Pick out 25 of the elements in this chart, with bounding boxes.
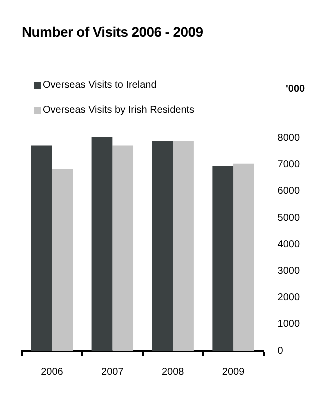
- x-tick-label: 2008: [162, 366, 185, 378]
- y-tick-label: 7000: [278, 160, 300, 171]
- bar: [173, 141, 194, 351]
- chart-title: Number of Visits 2006 - 2009: [22, 24, 204, 40]
- bar: [152, 141, 174, 351]
- y-tick-label: 1000: [278, 319, 300, 330]
- x-tick-label: 2006: [41, 366, 64, 378]
- y-tick-label: 2000: [278, 292, 300, 304]
- bar: [92, 137, 113, 351]
- y-axis-title: '000: [286, 84, 306, 95]
- legend-label: Overseas Visits to Ireland: [43, 80, 157, 91]
- x-tick-label: 2009: [222, 366, 246, 378]
- y-tick-label: 6000: [278, 186, 300, 198]
- x-tick-label: 2007: [102, 366, 124, 378]
- legend-label: Overseas Visits by Irish Residents: [43, 105, 195, 116]
- y-tick-label: 4000: [278, 239, 300, 250]
- y-tick-label: 0: [278, 346, 284, 357]
- y-tick-label: 8000: [278, 133, 300, 144]
- bar: [212, 166, 234, 351]
- bar: [112, 146, 134, 351]
- y-tick-label: 3000: [278, 266, 300, 277]
- bar: [52, 169, 74, 351]
- bar: [31, 146, 52, 351]
- y-tick-label: 5000: [278, 212, 300, 224]
- bar: [234, 164, 254, 351]
